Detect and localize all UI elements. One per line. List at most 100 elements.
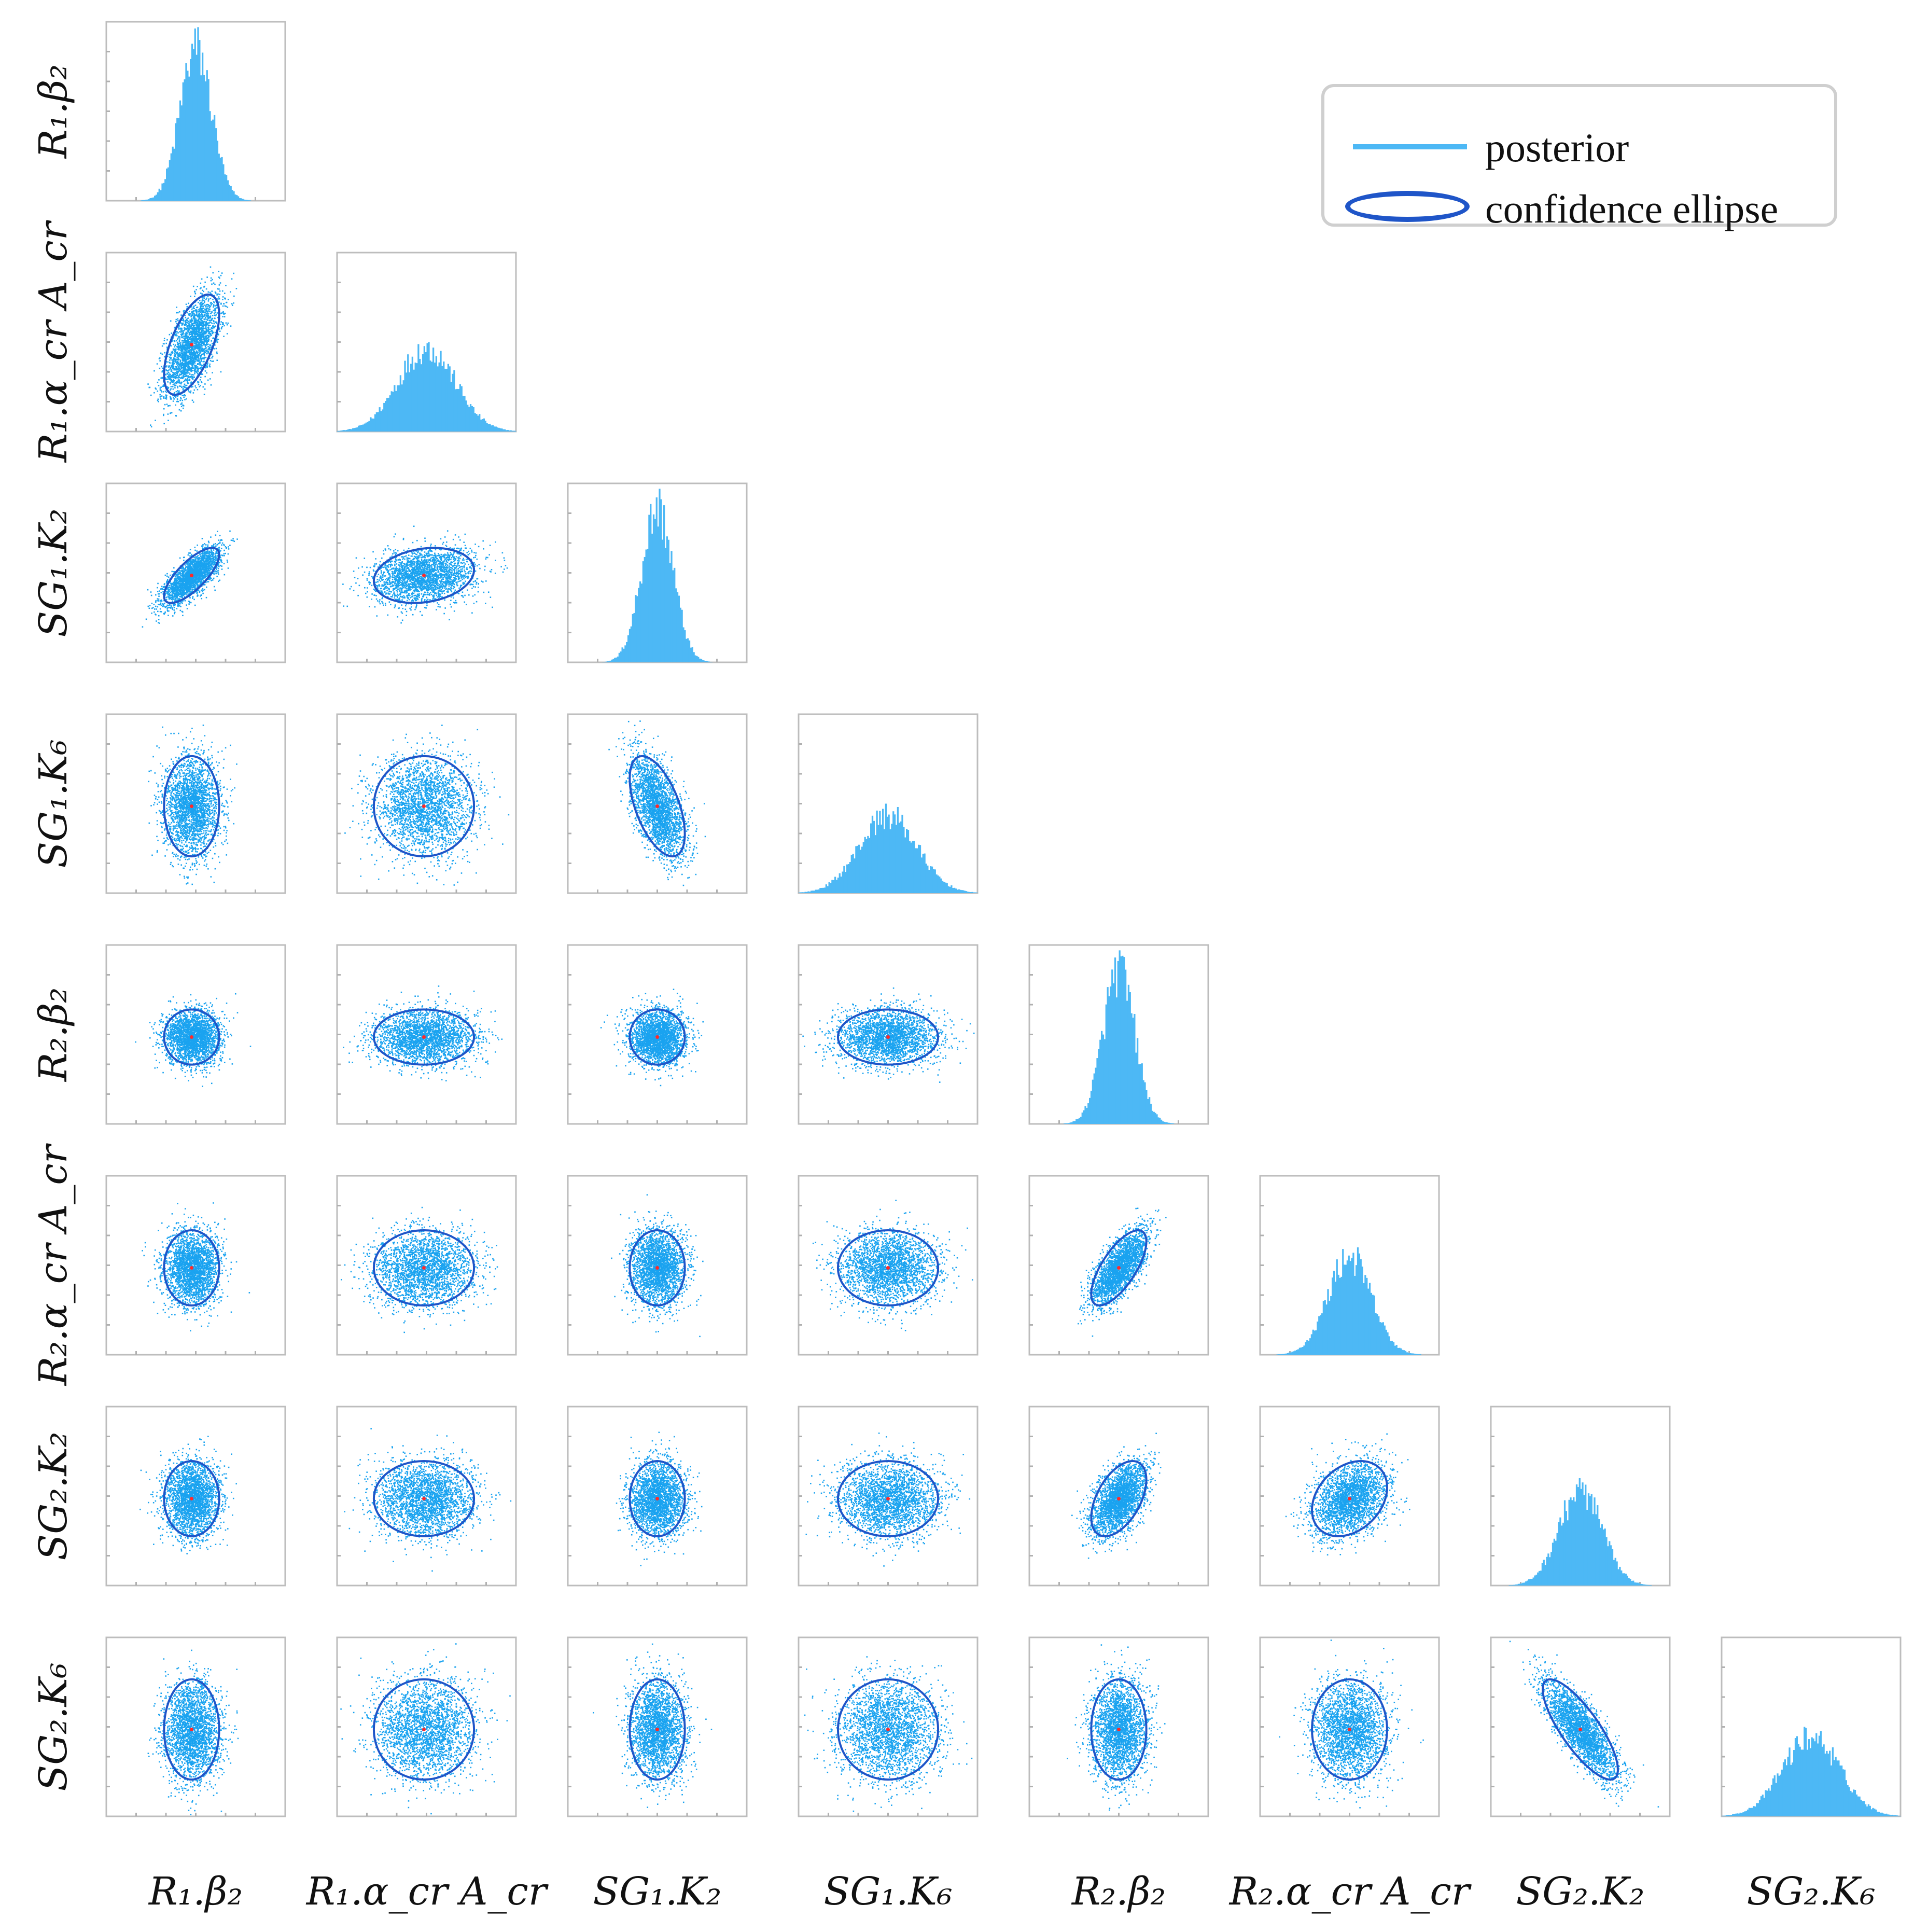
histogram-bar xyxy=(1306,1340,1308,1355)
histogram-bar xyxy=(881,825,882,893)
histogram-bar xyxy=(1138,1064,1140,1124)
histogram-bar xyxy=(889,829,891,893)
histogram-bar xyxy=(362,424,364,432)
histogram-bar xyxy=(1402,1350,1403,1355)
histogram-bar xyxy=(1312,1330,1314,1355)
histogram-bar xyxy=(949,887,951,893)
histogram-bar xyxy=(612,659,614,662)
histogram-bar xyxy=(191,44,193,201)
histogram-bar xyxy=(1634,1582,1636,1586)
histogram-bar xyxy=(239,198,241,201)
histogram-bar xyxy=(458,389,459,432)
histogram-bar xyxy=(882,809,884,893)
histogram-bar xyxy=(190,59,191,201)
histogram-bar xyxy=(485,421,486,432)
histogram-bar xyxy=(684,630,686,662)
histogram-bar xyxy=(641,583,642,662)
histogram-bar xyxy=(907,830,909,893)
histogram-bar xyxy=(159,189,160,201)
histogram-bar xyxy=(1637,1582,1639,1586)
histogram-bar xyxy=(608,661,610,662)
histogram-bar xyxy=(1362,1267,1363,1355)
histogram-bar xyxy=(812,891,814,893)
histogram-bar xyxy=(860,850,861,893)
histogram-bar xyxy=(148,199,150,201)
histogram-bar xyxy=(1417,1354,1418,1355)
histogram-bar xyxy=(1808,1739,1810,1816)
histogram-bar xyxy=(830,883,831,893)
histogram-bar xyxy=(946,883,948,893)
histogram-bar xyxy=(1531,1579,1533,1586)
histogram-bar xyxy=(498,428,500,432)
histogram-bar xyxy=(809,892,811,893)
histogram-bar xyxy=(1518,1584,1519,1586)
histogram-bar xyxy=(1787,1757,1789,1816)
histogram-bar xyxy=(1534,1576,1535,1586)
histogram-bar xyxy=(451,382,452,432)
histogram-bar xyxy=(476,414,477,432)
histogram-bar xyxy=(480,420,482,432)
histogram-bar xyxy=(1374,1296,1375,1355)
histogram-bar xyxy=(1126,1001,1128,1124)
histogram-bar xyxy=(900,822,902,893)
histogram-bar xyxy=(1072,1121,1074,1124)
histogram-bar xyxy=(611,660,612,662)
histogram-bar xyxy=(811,891,812,893)
histogram-bar xyxy=(452,374,453,432)
histogram-bar xyxy=(1332,1277,1333,1355)
histogram-bar xyxy=(455,389,456,432)
histogram-bar xyxy=(1137,1038,1138,1124)
histogram-bar xyxy=(1738,1814,1740,1816)
histogram-bar xyxy=(670,551,672,662)
histogram-bar xyxy=(1348,1256,1350,1355)
histogram-bar xyxy=(1735,1814,1737,1816)
histogram-bar xyxy=(164,179,166,201)
histogram-bar xyxy=(1576,1484,1577,1586)
histogram-bar xyxy=(1559,1518,1561,1586)
histogram-bar xyxy=(1528,1579,1530,1586)
histogram-bar xyxy=(1800,1749,1802,1816)
histogram-bar xyxy=(705,661,707,662)
histogram-bar xyxy=(1795,1738,1796,1816)
histogram-bar xyxy=(161,184,163,201)
histogram-bar xyxy=(1774,1775,1776,1816)
histogram-bar xyxy=(680,608,681,662)
histogram-bar xyxy=(1827,1754,1829,1816)
histogram-bar xyxy=(1087,1103,1089,1124)
histogram-bar xyxy=(1393,1342,1394,1355)
histogram-bar xyxy=(826,884,827,893)
histogram-bar xyxy=(467,405,468,432)
histogram-bar xyxy=(1153,1112,1155,1124)
histogram-bar xyxy=(1117,961,1119,1124)
histogram-bar xyxy=(244,200,245,201)
histogram-panel-v6 xyxy=(1260,1176,1439,1355)
histogram-bar xyxy=(1807,1750,1808,1816)
histogram-bar xyxy=(693,652,695,662)
histogram-bar xyxy=(1597,1505,1598,1586)
histogram-bar xyxy=(1386,1330,1387,1355)
histogram-bar xyxy=(246,200,248,201)
histogram-bar xyxy=(662,539,663,662)
histogram-bar xyxy=(899,823,900,893)
histogram-bar xyxy=(1631,1581,1632,1586)
histogram-bar xyxy=(1318,1316,1320,1355)
histogram-bar xyxy=(848,864,849,893)
histogram-bar xyxy=(160,190,162,201)
histogram-bar xyxy=(1757,1803,1759,1816)
histogram-bar xyxy=(151,198,152,201)
histogram-bar xyxy=(1354,1276,1356,1355)
histogram-bar xyxy=(1804,1727,1805,1817)
histogram-bar xyxy=(415,363,416,432)
histogram-bar xyxy=(212,120,214,201)
histogram-bar xyxy=(209,111,211,201)
histogram-bar xyxy=(1605,1537,1607,1586)
histogram-bar xyxy=(514,431,516,432)
histogram-bar xyxy=(819,888,821,893)
histogram-bar xyxy=(1613,1560,1615,1586)
histogram-bar xyxy=(1835,1757,1837,1816)
histogram-bar xyxy=(1546,1557,1547,1586)
histogram-bar xyxy=(1147,1099,1149,1124)
histogram-bar xyxy=(379,407,381,432)
histogram-bar xyxy=(814,891,815,893)
histogram-bar xyxy=(1405,1351,1406,1355)
